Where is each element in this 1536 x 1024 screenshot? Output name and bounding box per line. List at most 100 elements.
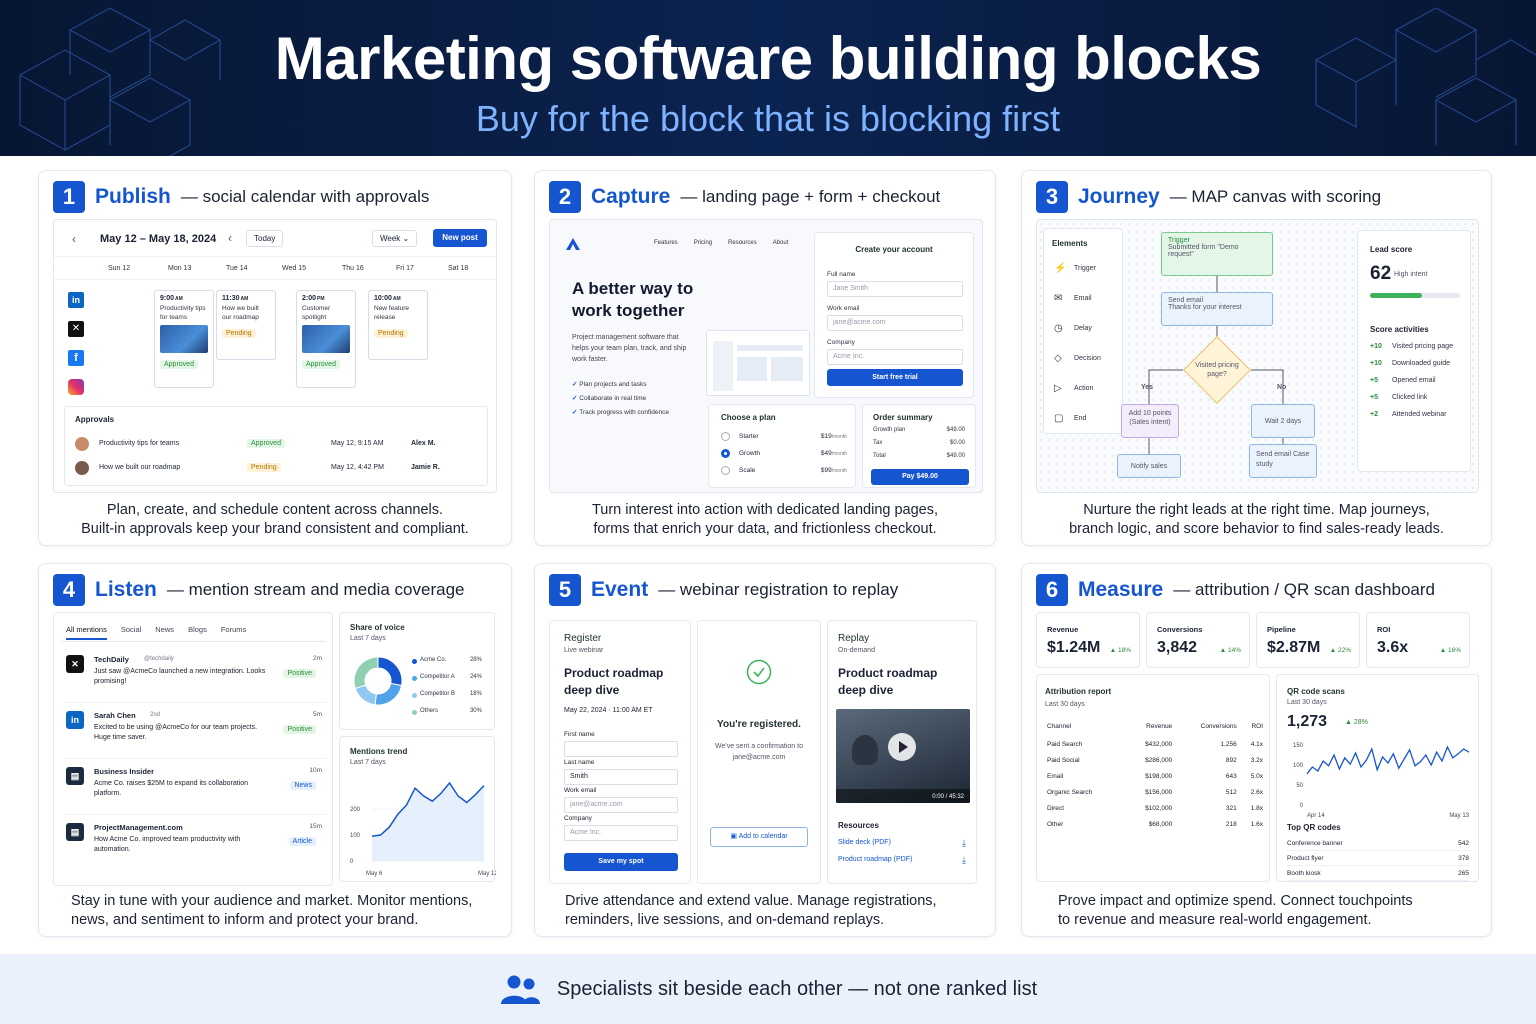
kpi-card: Pipeline $2.87M ▲ 22% [1256,612,1360,668]
radio-button[interactable] [721,449,730,458]
mention-item[interactable]: ✕ TechDaily @techdaily 2m Just saw @AcmeCo l… [64,653,326,703]
table-cell: 218 [1225,820,1237,828]
view-select[interactable]: Week ⌄ [372,230,418,247]
form-input[interactable]: jane@acme.com [564,797,678,813]
send-email-detail: Thanks for your interest [1168,304,1242,311]
x-tick-label: May 6 [366,871,383,877]
approval-row[interactable]: Productivity tips for teams Approved May 1… [75,437,479,455]
attribution-table: Channel Revenue Conversions ROI Paid Search $… [1045,719,1265,832]
nav-link[interactable]: Features [654,240,678,246]
post-time: 11:30AM [222,295,249,302]
form-input[interactable]: Jane Smith [827,281,963,297]
table-row[interactable]: Paid Search $432,000 1,256 4.1x [1045,736,1265,752]
mention-time: 15m [309,823,322,830]
x-icon[interactable]: ✕ [68,321,84,337]
start-free-trial-button[interactable]: Start free trial [827,369,963,386]
wait-node[interactable]: Wait 2 days [1251,404,1315,438]
linkedin-icon[interactable]: in [68,292,84,308]
add-points-node[interactable]: Add 10 points (Sales intent) [1121,404,1179,438]
table-row[interactable]: Other $68,000 218 1.6x [1045,816,1265,832]
video-player[interactable]: 0:00 / 45:32 [836,709,970,803]
palette-item[interactable]: ▢ End [1054,413,1114,427]
chevron-left-icon[interactable]: ‹ [72,232,76,246]
scheduled-post[interactable]: 10:00AM New feature release Pending [368,290,428,360]
decision-node[interactable]: Visited pricing page? [1183,336,1251,404]
mention-tab[interactable]: Social [120,625,142,634]
mention-item[interactable]: ▤ Business Insider 10m Acme Co. raises $25M… [64,765,326,815]
column-header[interactable]: ROI [1251,723,1263,730]
notify-sales-node[interactable]: Notify sales [1117,454,1181,478]
table-row[interactable]: Email $198,000 643 5.0x [1045,768,1265,784]
form-input[interactable]: Acme Inc. [827,349,963,365]
chevron-prev-icon[interactable]: ‹ [228,231,232,245]
resource-link[interactable]: Slide deck (PDF) [838,839,891,846]
form-input[interactable] [564,741,678,757]
mention-tab[interactable]: All mentions [66,625,107,640]
post-title: How we built our roadmap [222,305,259,321]
legend-value: 18% [469,691,482,697]
today-button[interactable]: Today [246,230,284,247]
nav-link[interactable]: About [772,240,789,246]
nav-link[interactable]: Resources [728,240,757,246]
legend-value: 24% [469,674,482,680]
block-subtitle: — webinar registration to replay [658,580,899,599]
qr-code-row[interactable]: Conference banner 542 [1287,837,1469,851]
send-case-study-node[interactable]: Send email Case study [1249,444,1317,478]
facebook-icon[interactable]: f [68,350,84,366]
check-icon: ✓ [572,409,580,416]
download-icon[interactable]: ⤓ [962,855,966,865]
sov-subtitle: Last 7 days [350,635,386,642]
donut-slice-acme-co- [377,656,403,687]
form-input[interactable]: Acme Inc. [564,825,678,841]
column-header[interactable]: Channel [1047,723,1072,730]
new-post-button[interactable]: New post [433,229,487,247]
play-icon[interactable] [888,733,916,761]
qr-scans-panel: QR code scans Last 30 days 1,273 ▲ 28% 0… [1276,674,1479,882]
add-to-calendar-button[interactable]: ▣ Add to calendar [710,827,808,847]
nav-link[interactable]: Pricing [693,240,713,246]
palette-item[interactable]: ▷ Action [1054,383,1114,397]
radio-button[interactable] [721,466,730,475]
instagram-icon[interactable] [68,379,84,395]
column-header[interactable]: Conversions [1200,723,1237,730]
palette-item[interactable]: ◷ Delay [1054,323,1114,337]
scheduled-post[interactable]: 11:30AM How we built our roadmap Pending [216,290,276,360]
mention-item[interactable]: ▤ ProjectManagement.com 15m How Acme Co. im… [64,821,326,871]
download-icon[interactable]: ⤓ [962,838,966,848]
resource-link[interactable]: Product roadmap (PDF) [838,856,913,863]
palette-item[interactable]: ✉ Email [1054,293,1114,307]
trigger-node[interactable]: Trigger Submitted form "Demo request" [1161,232,1273,276]
pay-button[interactable]: Pay $49.00 [871,469,969,485]
table-row[interactable]: Direct $102,000 321 1.8x [1045,800,1265,816]
qr-code-row[interactable]: Product flyer 378 [1287,852,1469,866]
listening-screenshot: All mentions Social News Blogs Forums ✕ TechD… [53,612,497,886]
scheduled-post[interactable]: 2:00PM Customer spotlight Approved [296,290,356,388]
column-header[interactable]: Revenue [1146,723,1173,730]
date-range: May 12 – May 18, 2024 [100,233,217,245]
mention-tab[interactable]: News [155,625,175,634]
mention-tab[interactable]: Forums [220,625,247,634]
donut-slice-others [353,656,379,690]
form-input[interactable]: Smith [564,769,678,785]
palette-item[interactable]: ⚡ Trigger [1054,263,1114,277]
plan-option[interactable]: Starter $19/month [721,431,847,443]
plan-option[interactable]: Growth $49/month [721,448,847,460]
block-name: Capture [591,185,671,208]
radio-button[interactable] [721,432,730,441]
journey-connectors [1148,276,1284,454]
calendar-icon: ▣ [730,833,737,840]
scheduled-post[interactable]: 9:00AM Productivity tips for teams Approve… [154,290,214,388]
approval-row[interactable]: How we built our roadmap Pending May 12, 4… [75,461,479,479]
mention-tab[interactable]: Blogs [188,625,207,634]
save-my-spot-button[interactable]: Save my spot [564,853,678,871]
send-email-node[interactable]: Send email Thanks for your interest [1161,292,1273,326]
palette-item[interactable]: ◇ Decision [1054,353,1114,367]
table-row[interactable]: Paid Social $286,000 892 3.2x [1045,752,1265,768]
table-row[interactable]: Organic Search $156,000 512 2.6x [1045,784,1265,800]
plan-option[interactable]: Scale $99/month [721,465,847,477]
activity-points: +2 [1370,411,1378,418]
form-input[interactable]: jane@acme.com [827,315,963,331]
y-tick-label: 50 [1296,783,1303,789]
qr-code-row[interactable]: Booth kiosk 265 [1287,867,1469,881]
mention-item[interactable]: in Sarah Chen 2nd 5m Excited to be using @Ac… [64,709,326,759]
